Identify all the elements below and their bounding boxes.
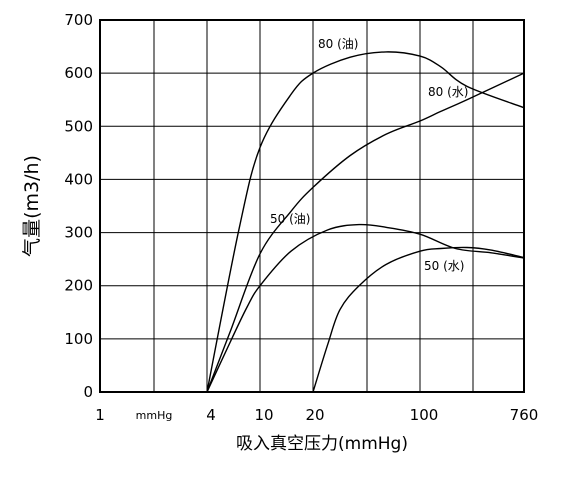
curve-50-water [312, 246, 525, 393]
x-tick-label: 1 [95, 406, 105, 424]
y-tick-label: 600 [64, 64, 93, 82]
x-tick-label: 10 [254, 406, 273, 424]
x-axis-ticks: 1 mmHg 4 10 20 100 760 [95, 406, 538, 424]
series-label-50-water: 50 (水) [424, 259, 464, 273]
y-tick-label: 400 [64, 170, 93, 188]
y-axis-ticks: 0 100 200 300 400 500 600 700 [64, 11, 93, 401]
x-tick-label: 760 [510, 406, 539, 424]
series-label-80-water: 80 (水) [428, 85, 468, 99]
curve-80-oil [206, 51, 525, 393]
y-axis-title: 气量(m3/h) [21, 155, 43, 257]
y-tick-label: 0 [83, 383, 93, 401]
x-tick-label: 20 [305, 406, 324, 424]
x-tick-label: 4 [206, 406, 216, 424]
x-axis-title: 吸入真空压力(mmHg) [236, 434, 408, 454]
x-tick-label: 100 [410, 406, 439, 424]
grid [100, 20, 524, 392]
plot-frame [99, 19, 525, 393]
y-tick-label: 500 [64, 117, 93, 135]
series-label-50-oil: 50 (油) [270, 212, 310, 226]
y-tick-label: 100 [64, 330, 93, 348]
curves [206, 51, 525, 393]
curve-50-oil [206, 223, 525, 393]
x-tick-label: mmHg [136, 409, 173, 422]
series-label-80-oil: 80 (油) [318, 37, 358, 51]
curve-80-water [206, 72, 525, 393]
y-tick-label: 200 [64, 277, 93, 295]
y-tick-label: 300 [64, 224, 93, 242]
y-tick-label: 700 [64, 11, 93, 29]
